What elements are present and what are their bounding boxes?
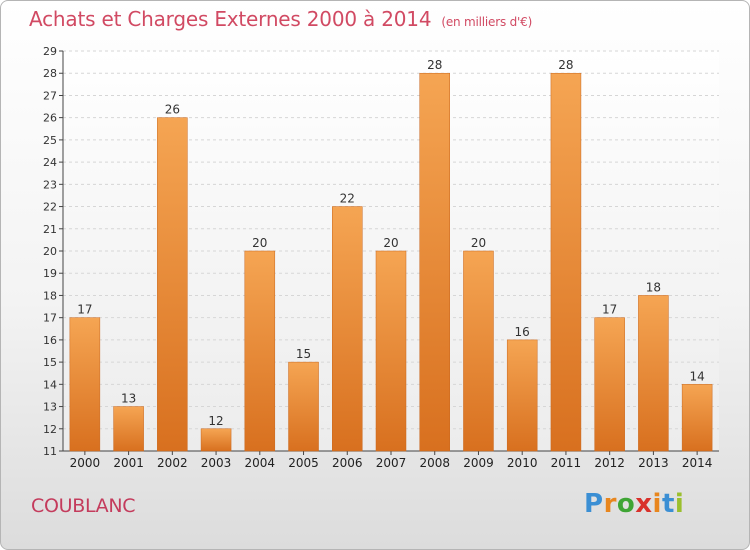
y-tick-label: 20 (43, 245, 57, 258)
logo-letter: o (616, 489, 636, 519)
bar-2013 (638, 295, 669, 452)
value-label: 12 (208, 414, 223, 428)
y-tick-label: 23 (43, 178, 57, 191)
bar-2009 (463, 250, 494, 452)
value-label: 13 (121, 392, 136, 406)
unit-label: (en milliers d'€) (441, 15, 533, 29)
bar-2000 (69, 317, 101, 452)
x-tick-label: 2000 (70, 456, 101, 470)
y-tick-label: 24 (43, 156, 57, 169)
x-tick-label: 2007 (376, 456, 407, 470)
value-label: 17 (602, 303, 617, 317)
labels: 11 12 13 14 15 16 17 18 19 20 21 22 23 24 25 26 27 28 29 17… (43, 45, 712, 470)
logo-letter: P (584, 489, 604, 519)
y-tick-label: 27 (43, 89, 57, 102)
y-tick-label: 11 (43, 445, 57, 458)
bar-2014 (681, 384, 713, 452)
bar-2004 (244, 250, 276, 452)
x-tick-label: 2003 (201, 456, 232, 470)
logo-letter: t (661, 489, 675, 519)
title-text: Achats et Charges Externes 2000 à 2014 (29, 7, 432, 31)
bar-2003 (200, 428, 232, 452)
x-tick-label: 2001 (113, 456, 144, 470)
value-label: 28 (558, 58, 573, 72)
bar-2011 (550, 72, 582, 452)
y-tick-label: 21 (43, 223, 57, 236)
y-tick-label: 13 (43, 401, 57, 414)
y-tick-label: 28 (43, 67, 57, 80)
bar-2010 (506, 339, 538, 452)
value-label: 22 (340, 192, 355, 206)
x-tick-label: 2009 (463, 456, 494, 470)
chart-title: Achats et Charges Externes 2000 à 2014 (e… (29, 7, 532, 31)
value-label: 15 (296, 347, 311, 361)
logo-letter: x (635, 489, 653, 519)
proxiti-logo: Proxiti (584, 489, 684, 519)
x-tick-label: 2012 (594, 456, 625, 470)
logo-letter: i (652, 489, 662, 519)
y-tick-label: 25 (43, 134, 57, 147)
value-label: 20 (252, 236, 267, 250)
bar-2006 (332, 206, 363, 452)
x-tick-label: 2008 (419, 456, 450, 470)
bar-2012 (594, 317, 625, 452)
x-tick-label: 2011 (551, 456, 582, 470)
y-tick-label: 17 (43, 312, 57, 325)
value-label: 14 (689, 369, 704, 383)
y-tick-label: 22 (43, 201, 57, 214)
value-label: 17 (77, 303, 92, 317)
value-label: 26 (165, 103, 180, 117)
bar-2002 (157, 117, 188, 452)
value-label: 18 (646, 280, 661, 294)
bar-2001 (113, 406, 144, 452)
value-label: 28 (427, 58, 442, 72)
x-tick-label: 2013 (638, 456, 669, 470)
y-tick-label: 19 (43, 267, 57, 280)
y-tick-label: 15 (43, 356, 57, 369)
y-tick-label: 18 (43, 289, 57, 302)
logo-letter: i (674, 489, 685, 519)
logo-letter: r (603, 489, 617, 519)
commune-name: COUBLANC (31, 495, 136, 517)
x-tick-label: 2005 (288, 456, 319, 470)
value-label: 16 (515, 325, 530, 339)
value-label: 20 (383, 236, 398, 250)
bar-2005 (288, 361, 319, 452)
y-tick-label: 26 (43, 112, 57, 125)
y-tick-label: 16 (43, 334, 57, 347)
value-label: 20 (471, 236, 486, 250)
bar-2008 (419, 72, 450, 452)
y-tick-label: 29 (43, 45, 57, 58)
x-tick-label: 2002 (157, 456, 188, 470)
bar-2007 (375, 250, 407, 452)
x-tick-label: 2010 (507, 456, 538, 470)
x-tick-label: 2006 (332, 456, 363, 470)
y-tick-label: 14 (43, 378, 57, 391)
bars (69, 72, 713, 452)
y-tick-label: 12 (43, 423, 57, 436)
x-tick-label: 2014 (682, 456, 713, 470)
x-tick-label: 2004 (245, 456, 276, 470)
